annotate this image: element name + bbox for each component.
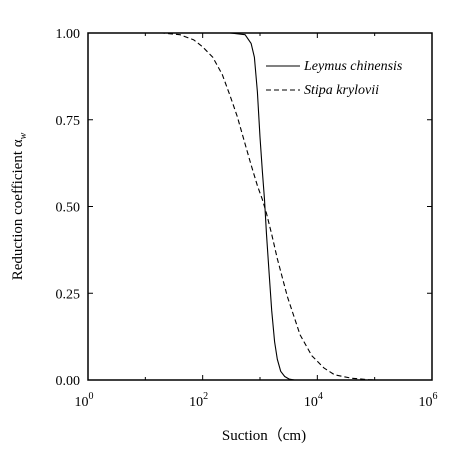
- series-line-0: [88, 32, 432, 381]
- y-tick-label-1: 0.25: [56, 287, 81, 302]
- plot-frame: [87, 32, 433, 381]
- legend-label-1: Stipa krylovii: [304, 83, 379, 98]
- y-tick-label-4: 1.00: [56, 27, 81, 42]
- x-tick-label-2: 104: [304, 391, 323, 410]
- y-tick-label-3: 0.75: [56, 114, 81, 129]
- y-tick-label-0: 0.00: [56, 374, 81, 389]
- y-tick-label-2: 0.50: [56, 201, 81, 216]
- x-tick-label-0: 100: [75, 391, 94, 410]
- y-axis-label-main: Reduction coefficient α: [10, 139, 26, 280]
- series-line-1: [88, 32, 375, 381]
- legend-label-0: Leymus chinensis: [303, 59, 403, 74]
- x-tick-label-1: 102: [189, 391, 208, 410]
- y-axis-label-subscript: w: [18, 132, 29, 139]
- x-tick-label-3: 106: [419, 391, 438, 410]
- legend: Leymus chinensis Stipa krylovii: [266, 59, 403, 98]
- x-axis-label: Suction（cm): [222, 427, 306, 444]
- y-axis-label: Reduction coefficient αw: [10, 132, 29, 280]
